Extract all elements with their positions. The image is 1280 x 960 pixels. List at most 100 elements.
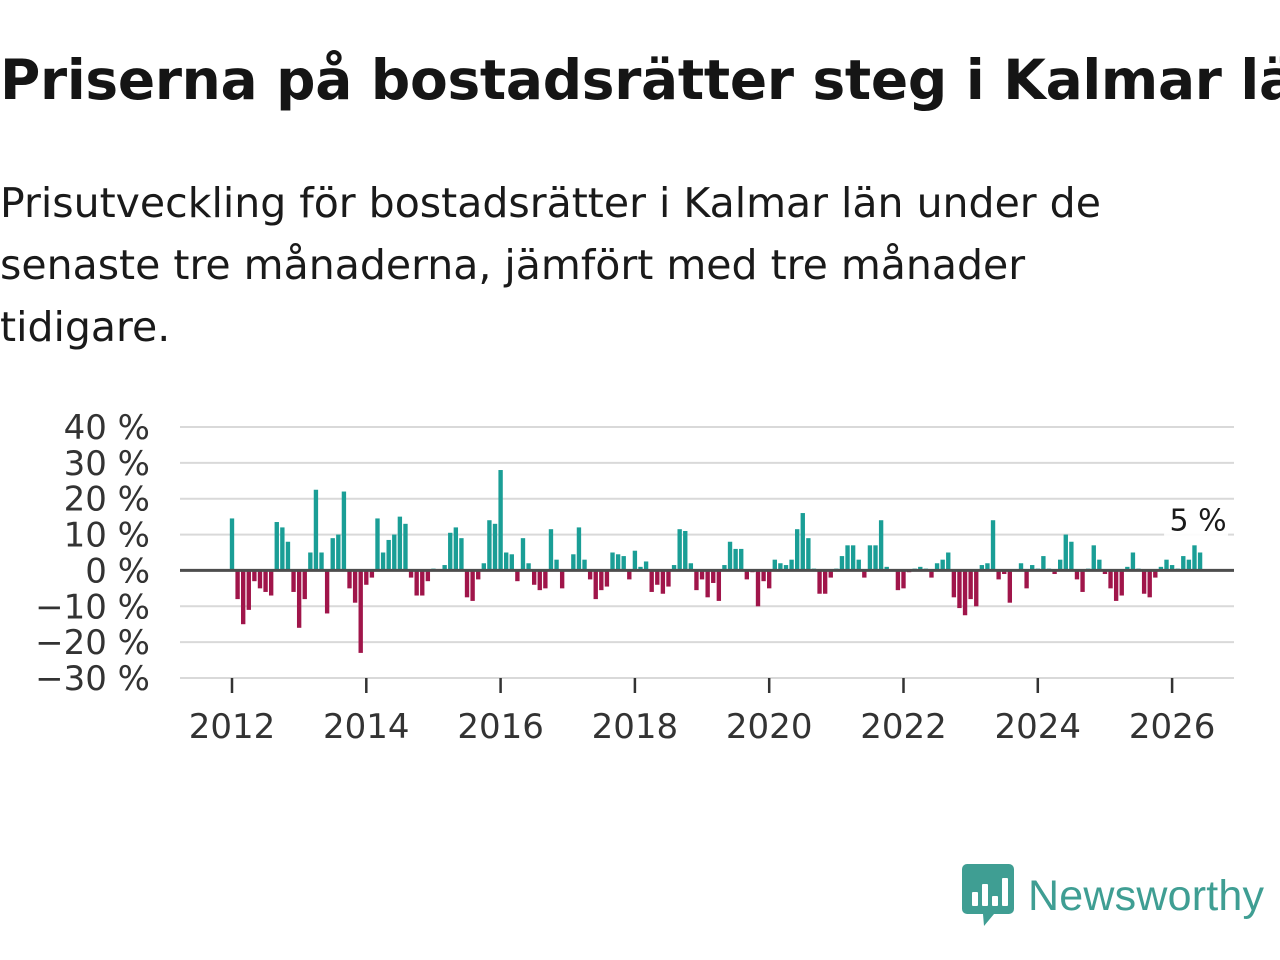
bars [229,470,1203,653]
bar [599,570,604,591]
bar [968,570,973,600]
bar [884,566,889,571]
x-axis: 2012 2014 2016 2018 2020 2022 2024 2026 [180,568,1234,747]
bar [733,548,738,571]
bar [1164,559,1169,571]
bar [464,570,470,598]
bar [655,570,660,585]
bar [1024,570,1029,589]
bar [380,552,386,571]
y-tick-label: −30 % [35,659,150,699]
bar [727,541,733,571]
bar [324,570,330,614]
bar [1119,570,1124,596]
bar [487,520,492,571]
bar [878,520,884,571]
y-tick-label: 20 % [64,480,150,520]
bar [1141,570,1147,594]
bar [559,570,565,589]
bar [442,565,447,571]
bar [515,570,520,582]
bar [1002,570,1007,575]
bar [408,570,414,578]
y-tick-label: 0 % [85,551,150,591]
bar [979,565,985,571]
bar [615,554,621,571]
bar [543,570,548,589]
bar [895,570,901,591]
bar [901,570,906,589]
bar [1069,541,1074,571]
bar [392,534,397,571]
bar [1091,545,1096,571]
bar [772,559,777,571]
bar [643,561,649,571]
bar [800,513,805,571]
bar [1102,570,1108,575]
bar [291,570,296,592]
bar [263,570,268,592]
bar [996,570,1001,580]
bar [722,565,727,571]
bar [554,559,559,571]
bar [571,554,576,571]
bar [1052,570,1057,575]
bar [520,538,526,571]
bar [1080,570,1085,592]
y-tick-label: −10 % [35,587,150,627]
bar [951,570,957,598]
bar [856,559,861,571]
bar [537,570,542,591]
bar [666,570,671,587]
bar [1007,570,1013,603]
bar [531,570,537,585]
bar [1169,565,1175,571]
bar [241,570,246,625]
y-tick-label: 40 % [64,408,150,448]
bar [862,570,867,578]
bar [425,570,431,582]
bar [403,523,408,571]
bar [761,570,766,582]
bar [817,570,822,594]
bar [934,563,940,571]
bar [705,570,710,598]
last-value-label: 5 % [1170,504,1227,539]
x-tick-label: 2014 [323,707,410,747]
bar [873,545,878,571]
bar [576,527,582,571]
newsworthy-logo[interactable]: Newsworthy [962,864,1264,928]
bar [1108,570,1113,589]
bar [940,559,945,571]
bar [755,570,761,607]
chart-subtitle: Prisutveckling för bostadsrätter i Kalma… [0,179,1101,351]
bar [285,541,291,571]
bar [1130,552,1136,571]
bar [375,518,380,571]
bar [962,570,968,616]
bar [1153,570,1158,578]
bar [453,527,459,571]
bar [369,570,375,578]
bar [352,570,358,603]
x-tick-label: 2024 [995,707,1082,747]
y-tick-label: −20 % [35,623,150,663]
bar [604,570,610,587]
bar [767,570,772,589]
bar [302,570,307,600]
bar [794,529,800,571]
bar [1058,559,1063,571]
bar [414,570,419,596]
bar [974,570,979,607]
x-tick-label: 2012 [189,707,276,747]
bar [671,565,677,571]
bar [1192,545,1197,571]
bar [1186,559,1192,571]
y-tick-label: 30 % [64,444,150,484]
bar [946,552,951,571]
bar [990,520,996,571]
bar [783,565,789,571]
logo-text: Newsworthy [1028,871,1265,920]
bar [1113,570,1119,601]
bar [739,548,744,571]
